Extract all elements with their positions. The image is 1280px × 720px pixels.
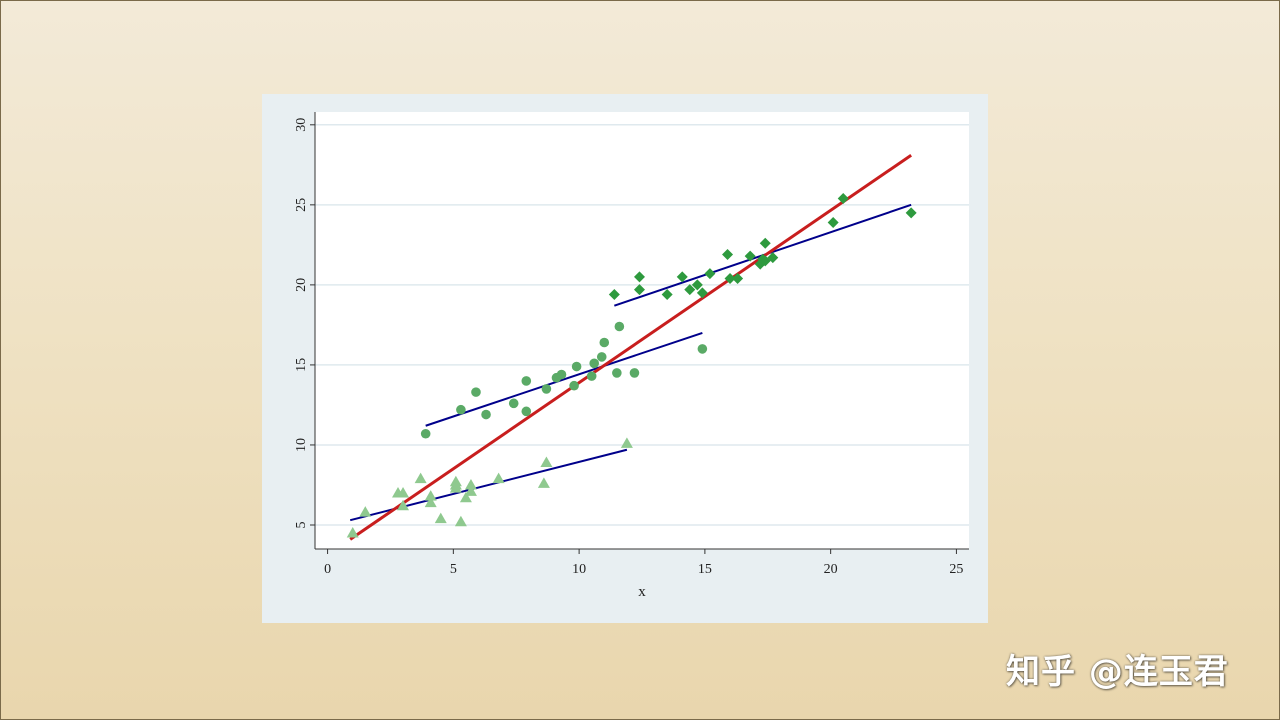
diamond-point-2-2 bbox=[633, 284, 645, 296]
circle-point-1-2 bbox=[471, 387, 481, 397]
diamond-point-2-5 bbox=[684, 284, 696, 296]
triangle-point-0-11 bbox=[449, 482, 462, 493]
group-fit-line-1 bbox=[425, 331, 703, 427]
triangle-point-0-13 bbox=[459, 491, 472, 503]
triangle-point-0-8 bbox=[434, 512, 447, 524]
data-points bbox=[346, 192, 917, 538]
diamond-point-2-18 bbox=[827, 216, 839, 228]
diamond-point-2-19 bbox=[837, 192, 849, 204]
y-tick-label-2: 15 bbox=[294, 358, 309, 372]
scatter-chart: 5 10 15 20 25 30 0 5 10 15 20 25 x bbox=[294, 112, 969, 600]
chart-panel: 5 10 15 20 25 30 0 5 10 15 20 25 x bbox=[262, 94, 988, 623]
plot-area bbox=[315, 112, 969, 549]
circle-point-1-11 bbox=[571, 361, 582, 372]
triangle-point-0-17 bbox=[537, 477, 550, 488]
y-tick-label-0: 5 bbox=[294, 521, 309, 528]
y-tick-label-5: 30 bbox=[294, 118, 309, 132]
y-tick-label-4: 25 bbox=[294, 198, 309, 212]
diamond-point-2-7 bbox=[696, 287, 708, 299]
x-tick-label-3: 15 bbox=[698, 562, 712, 577]
circle-point-1-10 bbox=[569, 380, 579, 391]
circle-point-1-7 bbox=[541, 384, 552, 394]
triangle-point-0-19 bbox=[620, 437, 633, 448]
circle-point-1-4 bbox=[508, 398, 519, 409]
diamond-point-2-3 bbox=[661, 288, 673, 300]
diamond-point-2-10 bbox=[724, 272, 736, 284]
diamond-point-2-11 bbox=[732, 272, 744, 284]
triangle-point-0-14 bbox=[464, 478, 477, 490]
x-tick-label-2: 10 bbox=[572, 562, 586, 577]
triangle-point-0-5 bbox=[414, 472, 427, 484]
triangle-point-0-1 bbox=[359, 506, 372, 517]
x-tick-label-5: 25 bbox=[949, 562, 963, 577]
triangle-point-0-15 bbox=[464, 485, 477, 496]
circle-point-1-3 bbox=[481, 409, 491, 420]
diamond-point-2-13 bbox=[754, 258, 766, 270]
circle-point-1-12 bbox=[586, 371, 597, 381]
triangle-point-0-12 bbox=[454, 515, 467, 527]
y-tick-label-3: 20 bbox=[294, 278, 309, 292]
overall-fit-line bbox=[349, 153, 912, 541]
circle-point-1-19 bbox=[697, 344, 708, 354]
y-tick-label-1: 10 bbox=[294, 438, 309, 452]
circle-point-1-16 bbox=[612, 368, 622, 378]
circle-point-1-17 bbox=[614, 321, 625, 332]
circle-point-1-14 bbox=[596, 352, 607, 362]
circle-point-1-6 bbox=[521, 376, 532, 386]
diamond-point-2-0 bbox=[608, 288, 620, 300]
x-axis-title: x bbox=[638, 584, 646, 600]
diamond-point-2-4 bbox=[676, 271, 688, 283]
circle-point-1-18 bbox=[629, 368, 640, 378]
triangle-point-0-7 bbox=[424, 496, 437, 508]
x-tick-label-1: 5 bbox=[450, 562, 457, 577]
diamond-point-2-1 bbox=[633, 271, 645, 283]
circle-point-1-9 bbox=[556, 369, 567, 380]
x-tick-label-4: 20 bbox=[824, 562, 838, 577]
circle-point-1-13 bbox=[589, 358, 600, 369]
circle-point-1-0 bbox=[420, 428, 431, 439]
triangle-point-0-16 bbox=[492, 472, 505, 484]
diamond-point-2-6 bbox=[691, 279, 703, 291]
diamond-point-2-20 bbox=[905, 207, 917, 219]
diamond-point-2-9 bbox=[722, 248, 734, 260]
diamond-point-2-17 bbox=[767, 252, 779, 264]
axes bbox=[314, 112, 969, 550]
watermark-text: 知乎 @连玉君 bbox=[1006, 652, 1229, 692]
grid-lines bbox=[315, 124, 969, 526]
x-tick-label-0: 0 bbox=[324, 562, 331, 577]
circle-point-1-1 bbox=[456, 404, 466, 415]
circle-point-1-15 bbox=[599, 337, 610, 348]
triangle-point-0-0 bbox=[346, 526, 359, 538]
triangle-point-0-6 bbox=[424, 490, 437, 501]
triangle-point-0-18 bbox=[540, 456, 553, 468]
diamond-point-2-15 bbox=[759, 237, 771, 249]
triangle-point-0-3 bbox=[397, 486, 410, 498]
tick-labels: 5 10 15 20 25 30 0 5 10 15 20 25 bbox=[294, 118, 963, 577]
diamond-point-2-12 bbox=[744, 250, 756, 262]
diamond-point-2-8 bbox=[704, 268, 716, 280]
circle-point-1-5 bbox=[521, 406, 532, 417]
triangle-point-0-4 bbox=[397, 499, 410, 511]
fit-lines bbox=[349, 153, 912, 541]
